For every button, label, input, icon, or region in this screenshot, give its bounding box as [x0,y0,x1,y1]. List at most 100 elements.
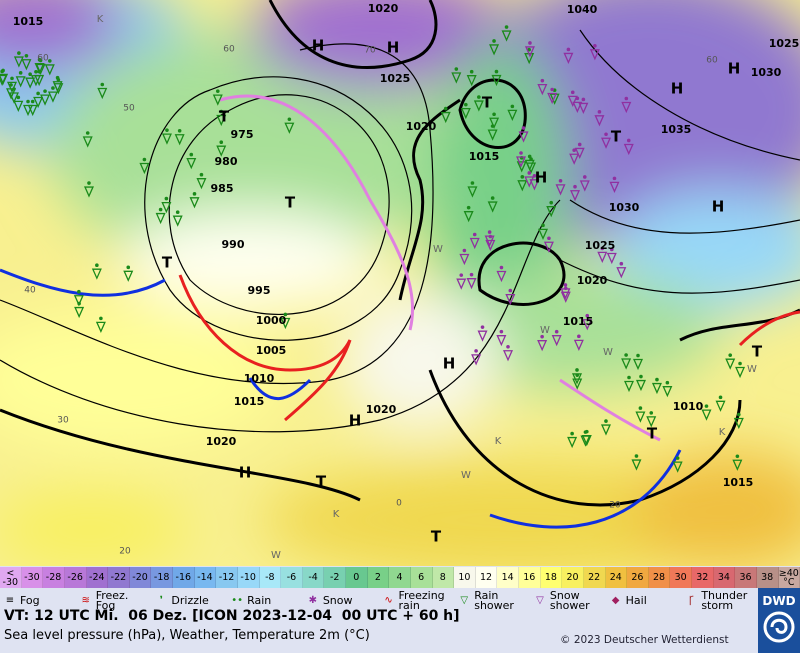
scale-label: 38 [761,572,774,583]
pressure-center: T [611,128,622,146]
scale-label: ≥40 [778,567,799,579]
weather-symbol [212,94,223,106]
weather-symbol [21,59,32,71]
isobar-label: 1035 [661,123,692,136]
scale-cell: -26 [64,567,87,588]
weather-dot [38,58,43,63]
weather-dot [454,67,459,71]
scale-label: -8 [265,572,275,583]
map-labels: 1020 1040 1025 1030 1025 1020 975 980 985 990 995 1… [13,2,800,561]
legend-item: ▽ Rain shower [454,589,530,612]
weather-dot [469,69,474,74]
weather-symbol [555,184,566,196]
weather-dot [624,353,628,357]
weather-symbol [518,131,529,143]
weather-symbol [597,251,608,263]
weather-symbol [489,44,500,56]
scale-label: 30 [674,572,687,583]
scale-cell: 28 [648,567,671,588]
weather-symbol [487,201,498,213]
legend-icon: Ꞅ [688,594,694,606]
weather-symbol [189,197,200,209]
isobar-label: 1025 [585,239,616,252]
legend-label: Hail [625,593,647,607]
weather-symbol [7,81,18,93]
weather-symbol [186,157,197,170]
scale-label: < [6,567,15,579]
scale-label: 20 [566,572,579,583]
weather-symbol [725,358,736,370]
scale-cell: -12 [216,567,238,588]
pressure-center: T [647,425,658,443]
scale-label: -30 [24,572,40,583]
weather-letter: W [747,364,757,375]
weather-symbol [569,153,580,165]
weather-symbol [631,459,642,471]
pressure-center: T [219,108,230,126]
weather-symbol [501,30,512,42]
isobar-label: 1015 [563,315,594,328]
weather-dot [636,353,640,358]
weather-dot [287,117,292,122]
weather-dot [219,109,224,114]
weather-symbol [578,102,589,115]
weather-dot [510,104,515,109]
legend-icon: ∿ [384,594,393,606]
legend-item: ✱ Snow [303,589,379,612]
weather-dot [219,140,224,145]
weather-symbol [74,306,85,319]
weather-dot [549,200,554,205]
scale-label: 10 [458,572,471,583]
weather-dot [77,289,81,294]
legend-label: Thunder storm [701,588,748,612]
weather-dot [472,232,477,237]
weather-dot [28,72,32,77]
weather-dot [508,288,513,293]
weather-symbol [733,417,744,430]
weather-dot [158,207,163,212]
weather-dot [612,176,617,181]
scale-cell: 30 [670,567,692,588]
weather-symbol [161,201,172,214]
weather-dot [26,99,30,104]
scale-cell: 24 [605,567,628,588]
weather-dot [499,329,504,334]
scale-cell: -2 [324,567,346,588]
isobar-label: 1025 [380,72,411,85]
weather-symbol [155,212,166,225]
weather-dot [48,59,52,63]
scale-label: 8 [439,572,446,583]
scale-cell: 14 [497,567,519,588]
weather-symbol [496,270,507,283]
scale-cell: -6 [281,567,303,588]
occluded-front [219,94,415,331]
pressure-center: T [316,473,327,491]
legend-item: ❜ Drizzle [151,589,227,612]
weather-dot [735,454,740,459]
weather-symbol [524,159,535,172]
scale-label: -28 [45,572,62,583]
pressure-center: H [728,60,741,78]
cold-front [248,377,312,400]
grid-label: 50 [123,104,135,114]
weather-dot [283,312,288,317]
weather-symbol [174,134,185,146]
legend-label: Rain shower [474,588,514,612]
grid-label: 20 [119,547,131,557]
weather-symbol [91,268,102,280]
pressure-center: T [162,254,173,272]
weather-symbol [543,241,554,253]
weather-dot [504,25,509,29]
legend-icon: ❜ [159,594,164,606]
weather-dot [466,205,471,210]
isobar-label: 1020 [366,403,397,416]
valid-time: VT: 12 UTC Mi. 06 Dez. [ICON 2023-12-04 … [4,608,460,624]
weather-symbol [594,115,605,127]
weather-symbol [34,63,45,75]
weather-dot [51,86,55,90]
isobar-label: 1010 [673,400,704,413]
pressure-center: H [671,80,684,98]
weather-symbol [485,239,496,252]
scale-cell: -22 [108,567,130,588]
